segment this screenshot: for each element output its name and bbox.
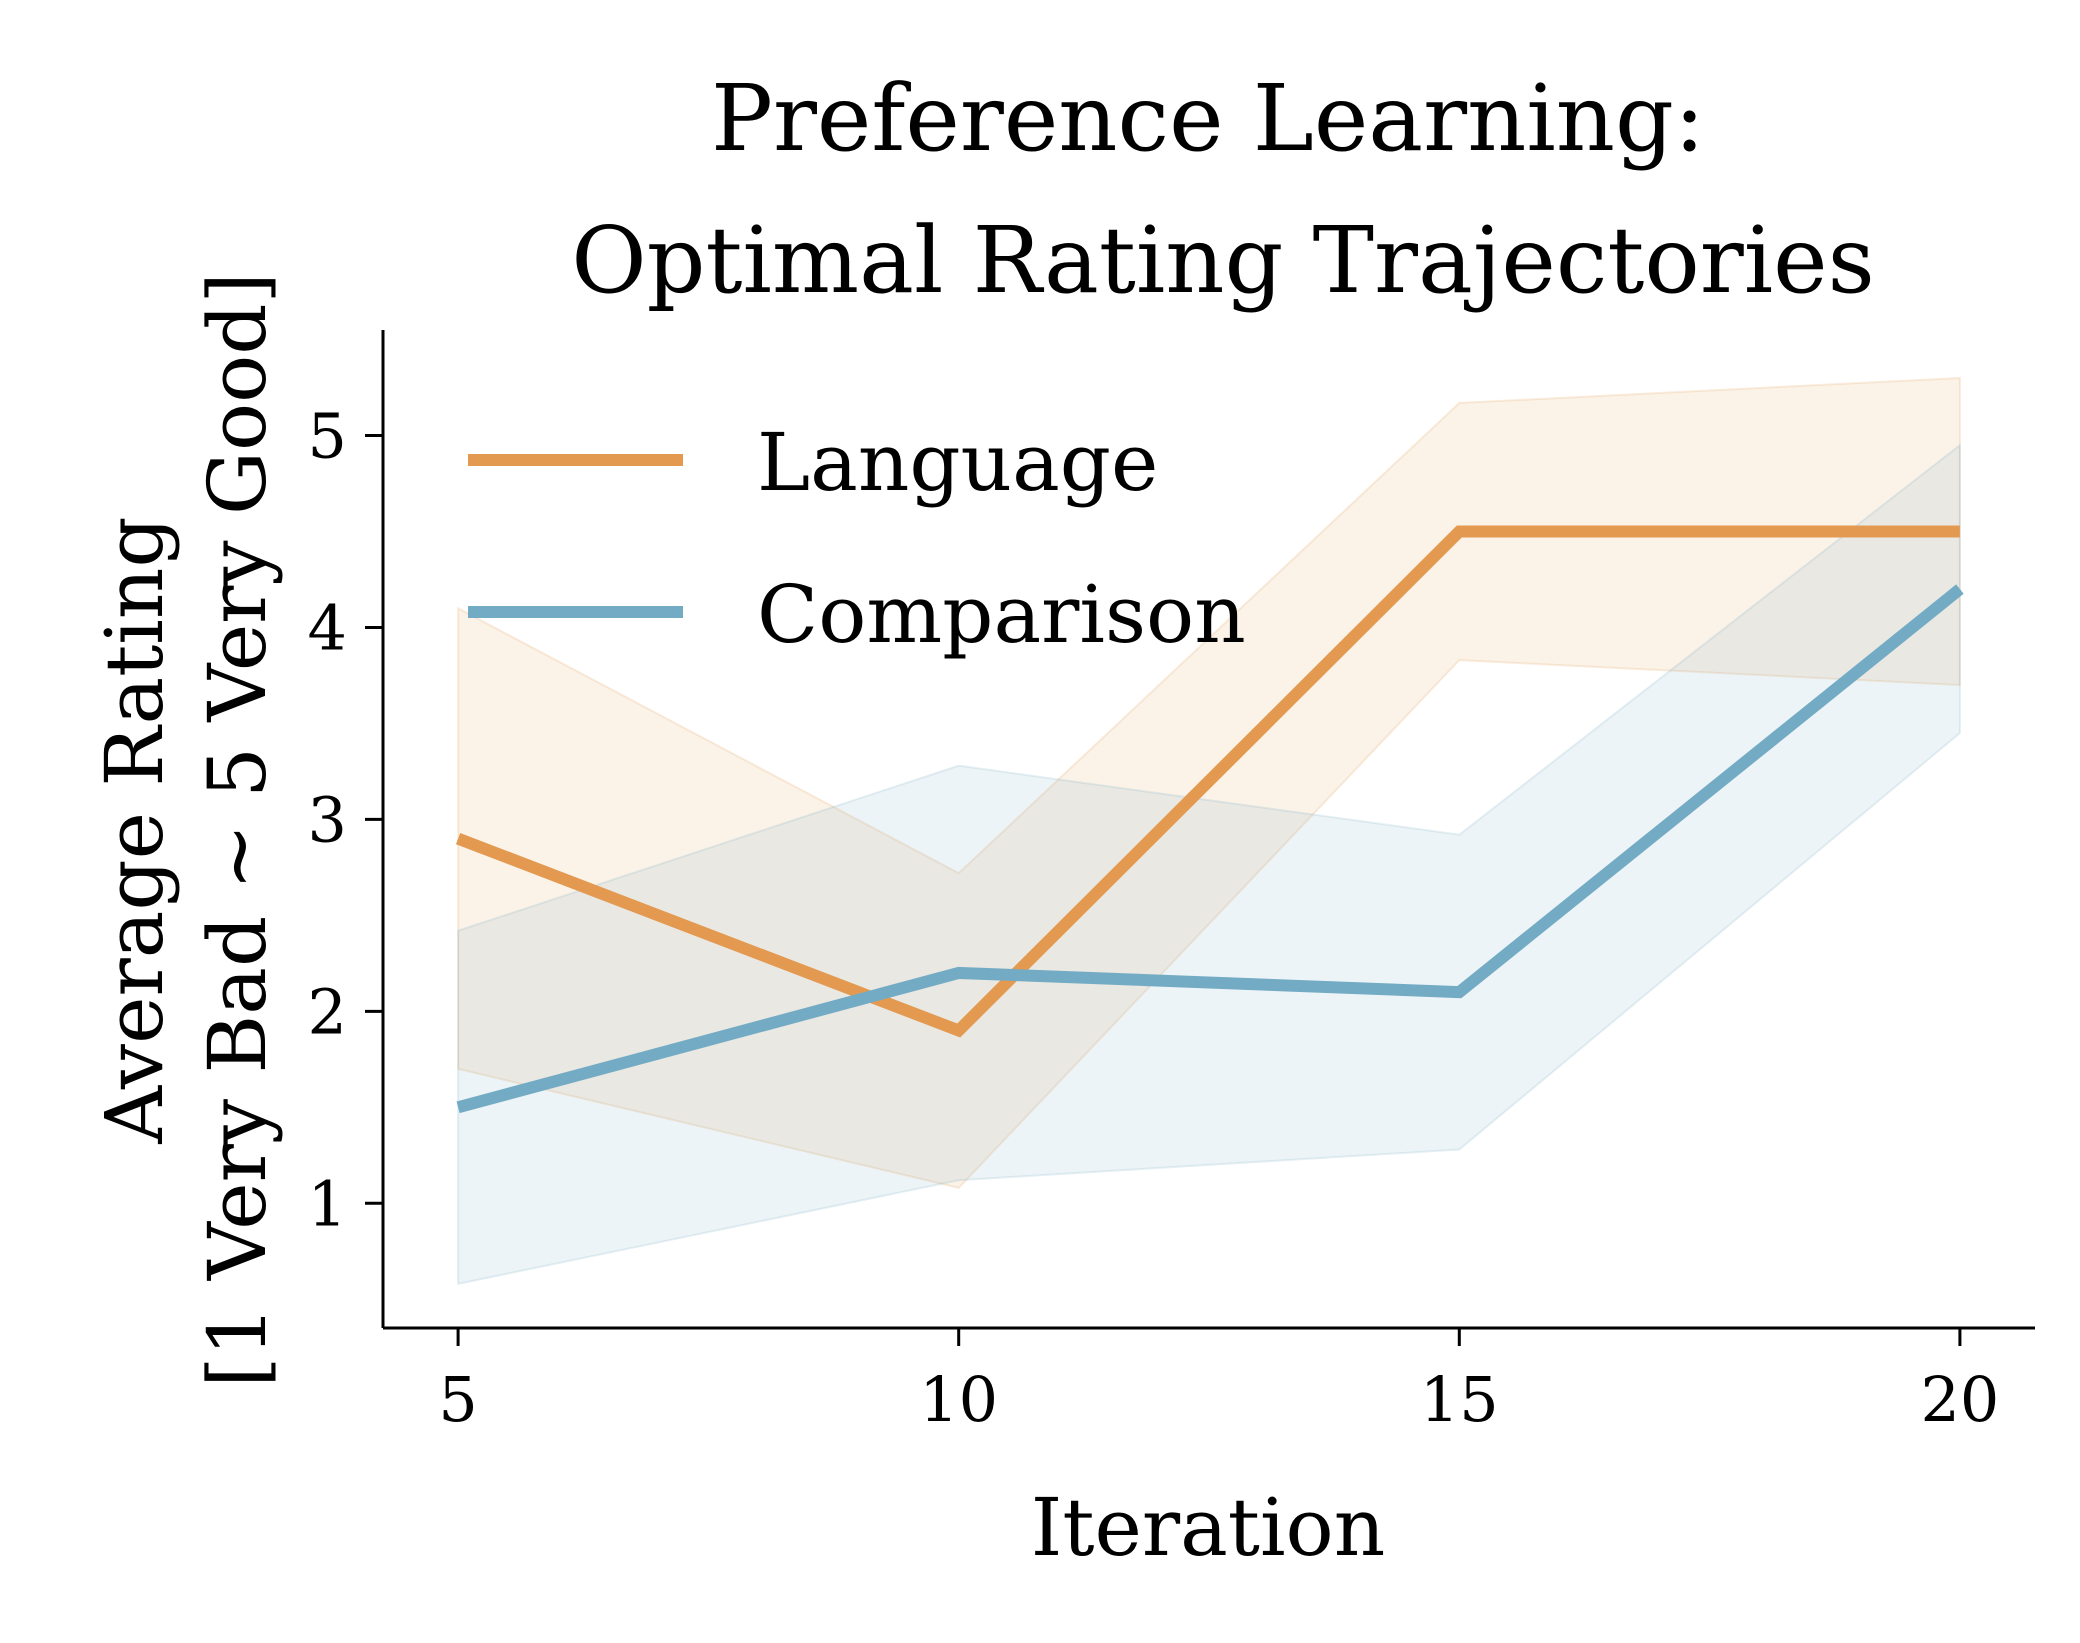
x-tick-label: 20 — [1920, 1363, 1999, 1436]
legend: Language Comparison — [468, 416, 1246, 661]
y-tick-label: 1 — [308, 1167, 347, 1240]
legend-label-language: Language — [757, 416, 1158, 509]
y-tick-label: 4 — [308, 591, 347, 664]
y-axis-label-line-1: Average Rating — [88, 516, 181, 1144]
y-axis-label: Average Rating [1 Very Bad ~ 5 Very Good… — [88, 272, 284, 1387]
x-tick-label: 10 — [919, 1363, 998, 1436]
legend-label-comparison: Comparison — [757, 568, 1246, 661]
y-tick-label: 2 — [308, 975, 347, 1048]
chart-title: Preference Learning: Optimal Rating Traj… — [571, 65, 1875, 314]
y-tick-label: 5 — [308, 400, 347, 473]
y-tick-label: 3 — [308, 783, 347, 856]
chart-title-line-1: Preference Learning: — [711, 65, 1705, 172]
x-axis-label: Iteration — [1031, 1481, 1385, 1574]
y-axis-label-line-2: [1 Very Bad ~ 5 Very Good] — [191, 272, 284, 1387]
x-tick-label: 5 — [438, 1363, 477, 1436]
x-tick-label: 15 — [1420, 1363, 1499, 1436]
chart-title-line-2: Optimal Rating Trajectories — [571, 207, 1875, 314]
confidence-bands — [458, 378, 1960, 1284]
